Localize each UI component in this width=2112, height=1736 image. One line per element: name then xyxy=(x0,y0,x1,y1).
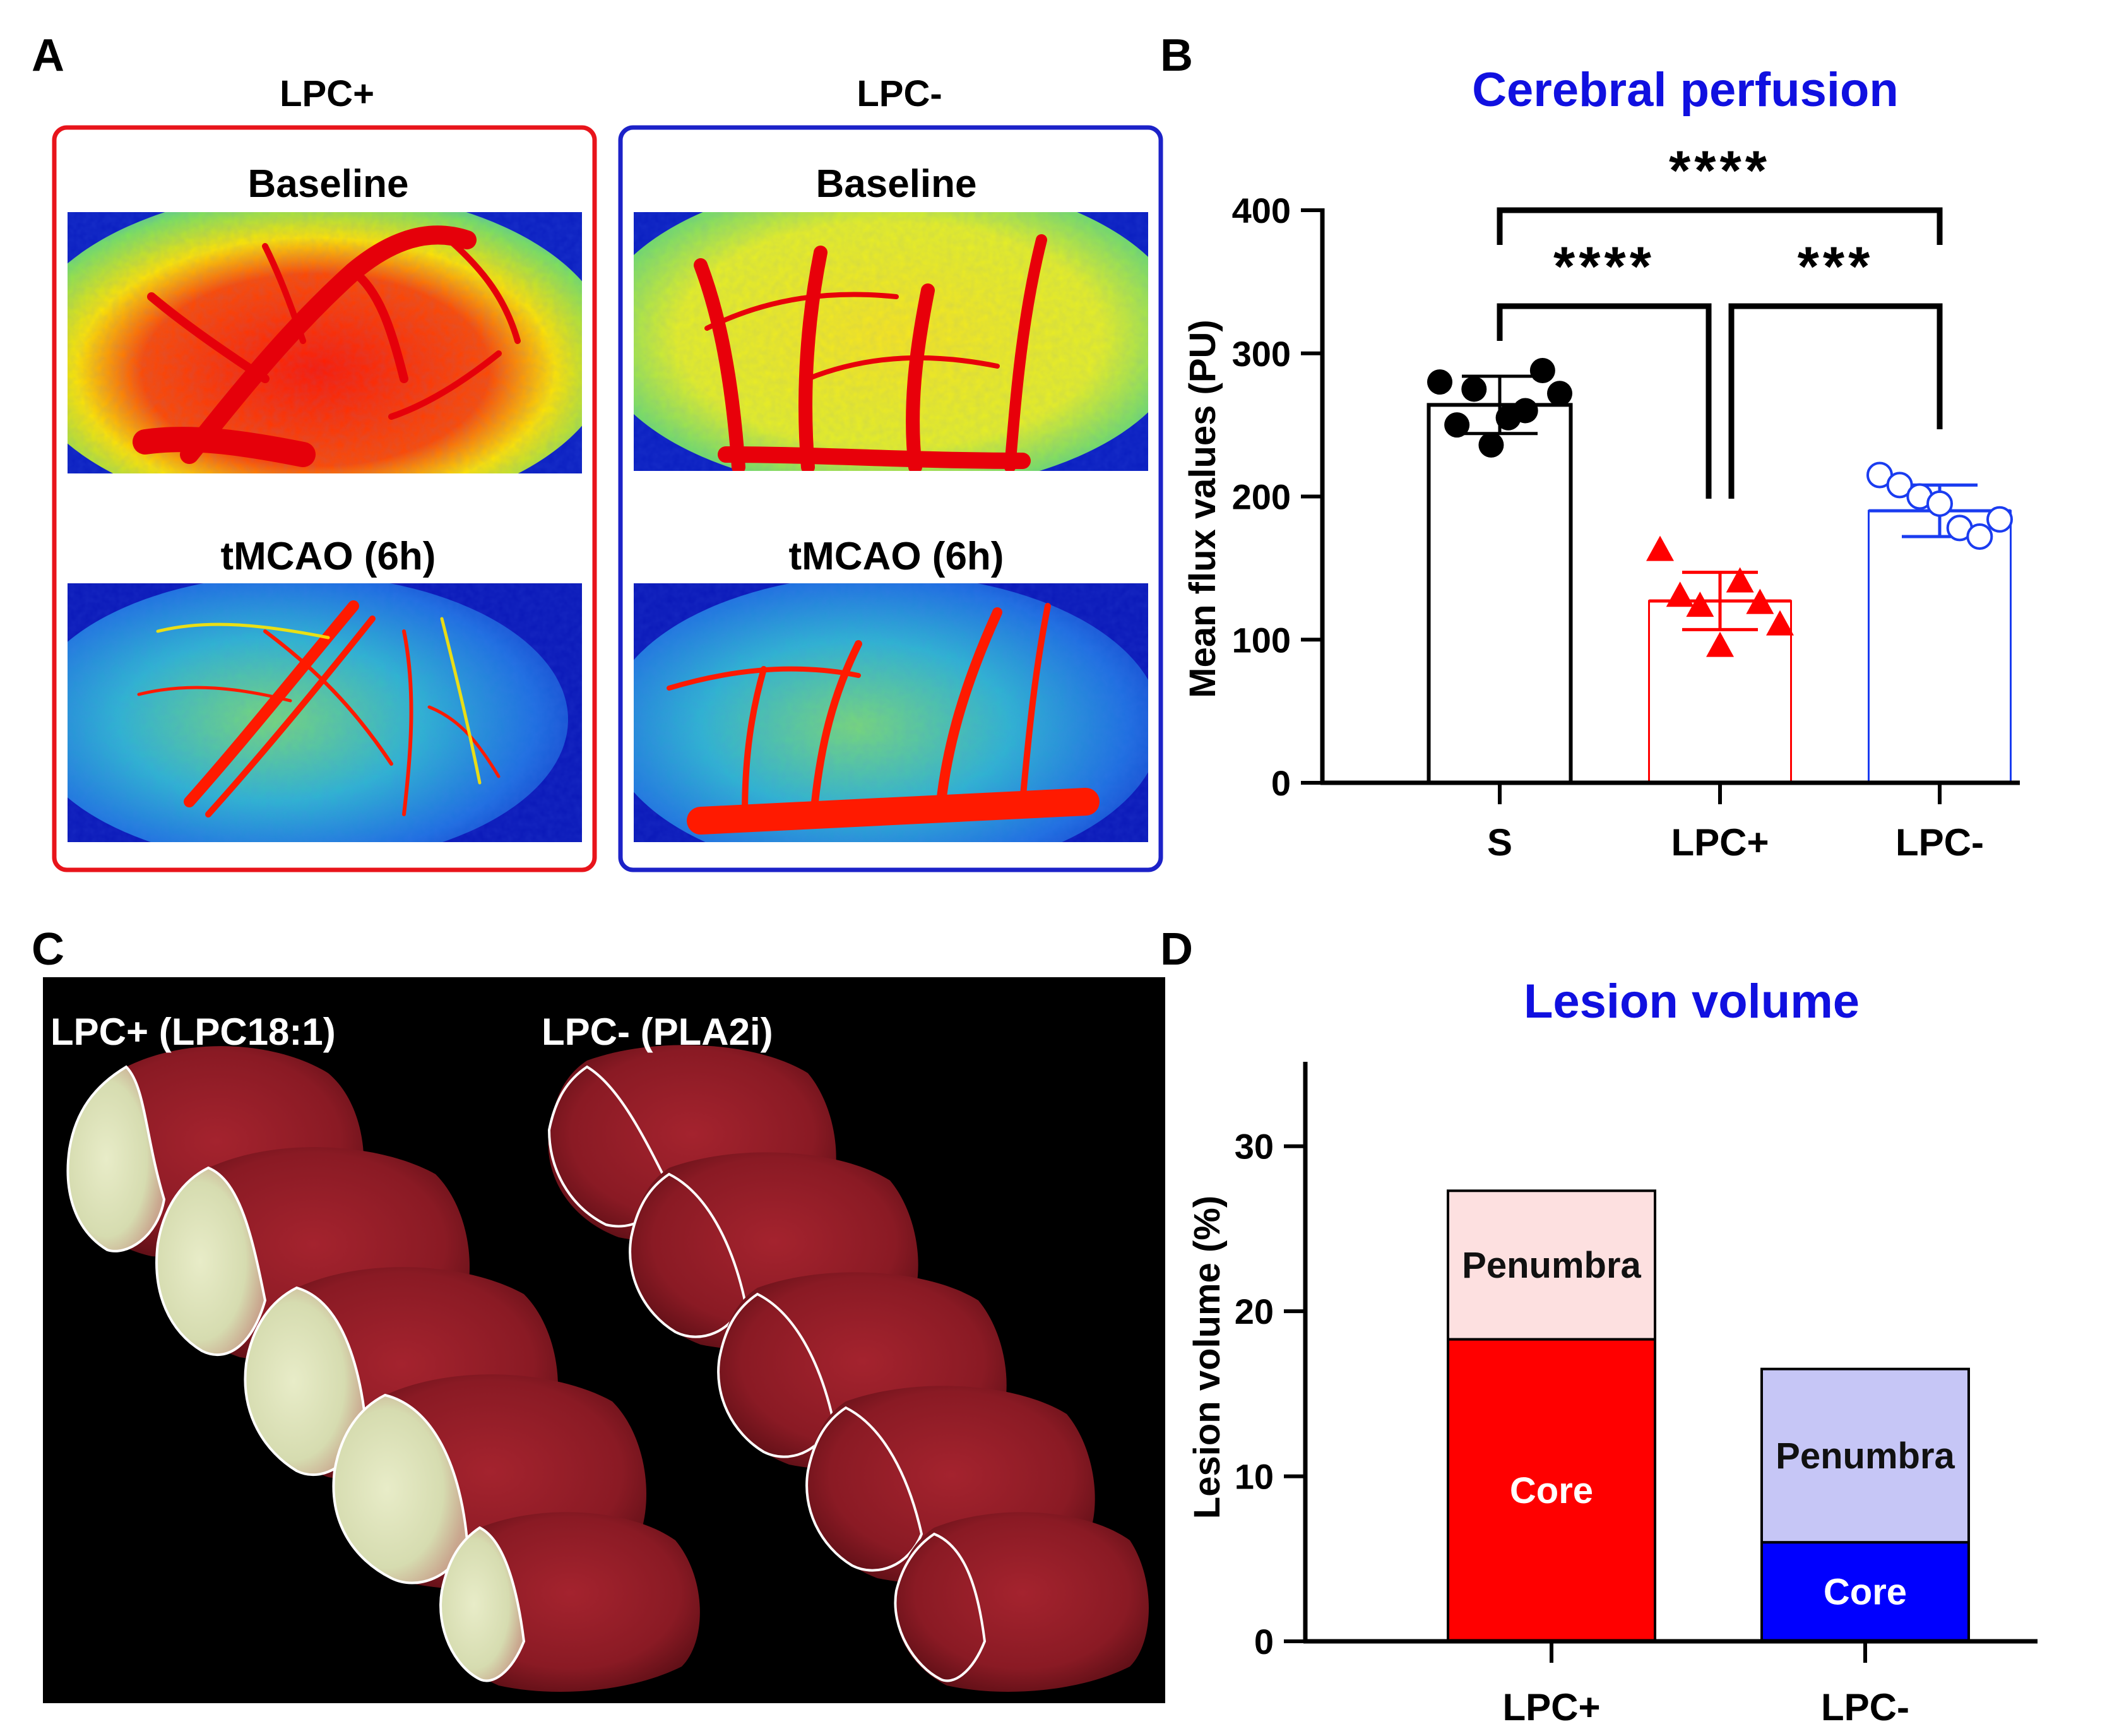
x-tick-label: S xyxy=(1487,821,1512,864)
data-point xyxy=(1529,357,1555,383)
bar-segment-core-lpc- xyxy=(1760,1541,1970,1643)
slice-label-lpc-minus: LPC- (PLA2i) xyxy=(542,1011,773,1053)
data-point xyxy=(1766,610,1794,636)
x-tick-label: LPC+ xyxy=(1502,1686,1600,1728)
y-tick-label: 20 xyxy=(1235,1292,1274,1331)
infarct-region xyxy=(332,1393,469,1584)
x-tick-label: LPC- xyxy=(1895,821,1984,864)
data-point xyxy=(1746,588,1774,614)
infarct-region xyxy=(155,1166,267,1356)
panel-c: C LPC+ (LPC18:1) xyxy=(32,924,1165,1703)
data-point xyxy=(1726,567,1754,593)
bar-segment-penumbra-lpc- xyxy=(1760,1367,1970,1544)
y-tick-label: 10 xyxy=(1235,1457,1274,1497)
y-tick-label: 300 xyxy=(1232,334,1291,374)
data-point xyxy=(1986,506,2013,533)
bar-s xyxy=(1427,403,1573,785)
image-label-lpc-plus-tmcao: tMCAO (6h) xyxy=(221,535,436,578)
perfusion-image-lpc-plus-tmcao xyxy=(68,583,582,842)
panel-d: D Lesion volume Lesion volume (%) Core Pe… xyxy=(1160,924,2038,1728)
significance-bracket xyxy=(1497,207,1943,245)
group-label-lpc-plus: LPC+ xyxy=(280,73,374,114)
chart-d-ylabel: Lesion volume (%) xyxy=(1187,1196,1228,1519)
significance-label: *** xyxy=(1798,235,1874,297)
significance-bracket xyxy=(1728,303,1943,499)
group-frame-lpc-plus xyxy=(52,125,597,872)
infarct-outline xyxy=(894,1532,987,1682)
segment-label: Core xyxy=(1824,1572,1907,1613)
data-point xyxy=(1666,581,1694,607)
data-point xyxy=(1966,523,1993,550)
panel-d-letter: D xyxy=(1160,924,1193,975)
bar-segment-penumbra-lpc+ xyxy=(1447,1189,1656,1341)
infarct-region xyxy=(439,1526,526,1682)
perfusion-image-lpc-minus-baseline xyxy=(634,212,1148,471)
group-label-lpc-minus: LPC- xyxy=(857,73,942,114)
y-tick-label: 30 xyxy=(1235,1127,1274,1167)
panel-b: B Cerebral perfusion Mean flux values (P… xyxy=(1160,30,2020,864)
chart-b-ylabel: Mean flux values (PU) xyxy=(1182,319,1223,698)
bar-lpc- xyxy=(1868,509,2012,784)
image-label-lpc-plus-baseline: Baseline xyxy=(247,162,408,206)
x-tick-label: LPC- xyxy=(1821,1686,1909,1728)
image-label-lpc-minus-baseline: Baseline xyxy=(816,162,976,206)
slice-label-lpc-plus: LPC+ (LPC18:1) xyxy=(50,1011,336,1053)
data-point xyxy=(1512,398,1538,424)
chart-d-plot: Core Penumbra LPC+ Core Penumbra LPC- 0 10 20 30 xyxy=(1235,1062,2038,1728)
panel-a: A LPC+ LPC- Baseline tMCAO (6h) Baseline… xyxy=(32,30,1163,872)
infarct-outline xyxy=(547,1065,671,1228)
image-label-lpc-minus-tmcao: tMCAO (6h) xyxy=(789,535,1004,578)
y-tick-label: 0 xyxy=(1271,763,1291,803)
y-tick-label: 100 xyxy=(1232,620,1291,660)
panel-b-letter: B xyxy=(1160,30,1193,81)
significance-label: **** xyxy=(1669,139,1771,201)
data-point xyxy=(1926,490,1953,517)
chart-b-title: Cerebral perfusion xyxy=(1472,63,1899,117)
infarct-outline xyxy=(629,1172,747,1338)
group-frame-lpc-minus xyxy=(618,125,1163,872)
segment-label: Core xyxy=(1510,1470,1593,1511)
brain-slices-lpc-plus xyxy=(66,1046,700,1692)
infarct-outline xyxy=(805,1406,923,1572)
data-point xyxy=(1646,535,1674,561)
infarct-region xyxy=(244,1286,368,1477)
data-point xyxy=(1427,369,1452,395)
chart-d-title: Lesion volume xyxy=(1524,975,1860,1028)
data-point xyxy=(1461,376,1487,402)
y-tick-label: 0 xyxy=(1254,1622,1274,1662)
data-point xyxy=(1886,472,1913,499)
panel-a-letter: A xyxy=(32,30,64,81)
x-tick-label: LPC+ xyxy=(1671,821,1769,864)
perfusion-image-lpc-minus-tmcao xyxy=(634,583,1148,842)
data-point xyxy=(1686,592,1714,617)
bar-segment-core-lpc+ xyxy=(1447,1338,1656,1643)
data-point xyxy=(1706,631,1734,657)
significance-bracket xyxy=(1497,303,1712,499)
data-point xyxy=(1547,381,1572,407)
segment-label: Penumbra xyxy=(1776,1436,1955,1477)
slice xyxy=(895,1512,1149,1692)
y-tick-label: 200 xyxy=(1232,477,1291,517)
brain-slices-lpc-minus xyxy=(547,1045,1149,1692)
panel-c-letter: C xyxy=(32,924,64,975)
infarct-outline xyxy=(717,1292,835,1458)
significance-label: **** xyxy=(1553,235,1655,297)
segment-label: Penumbra xyxy=(1462,1245,1641,1286)
data-point xyxy=(1444,412,1470,438)
perfusion-image-lpc-plus-baseline xyxy=(68,212,582,473)
data-point xyxy=(1478,432,1504,458)
infarct-region xyxy=(66,1065,166,1252)
y-tick-label: 400 xyxy=(1232,191,1291,230)
